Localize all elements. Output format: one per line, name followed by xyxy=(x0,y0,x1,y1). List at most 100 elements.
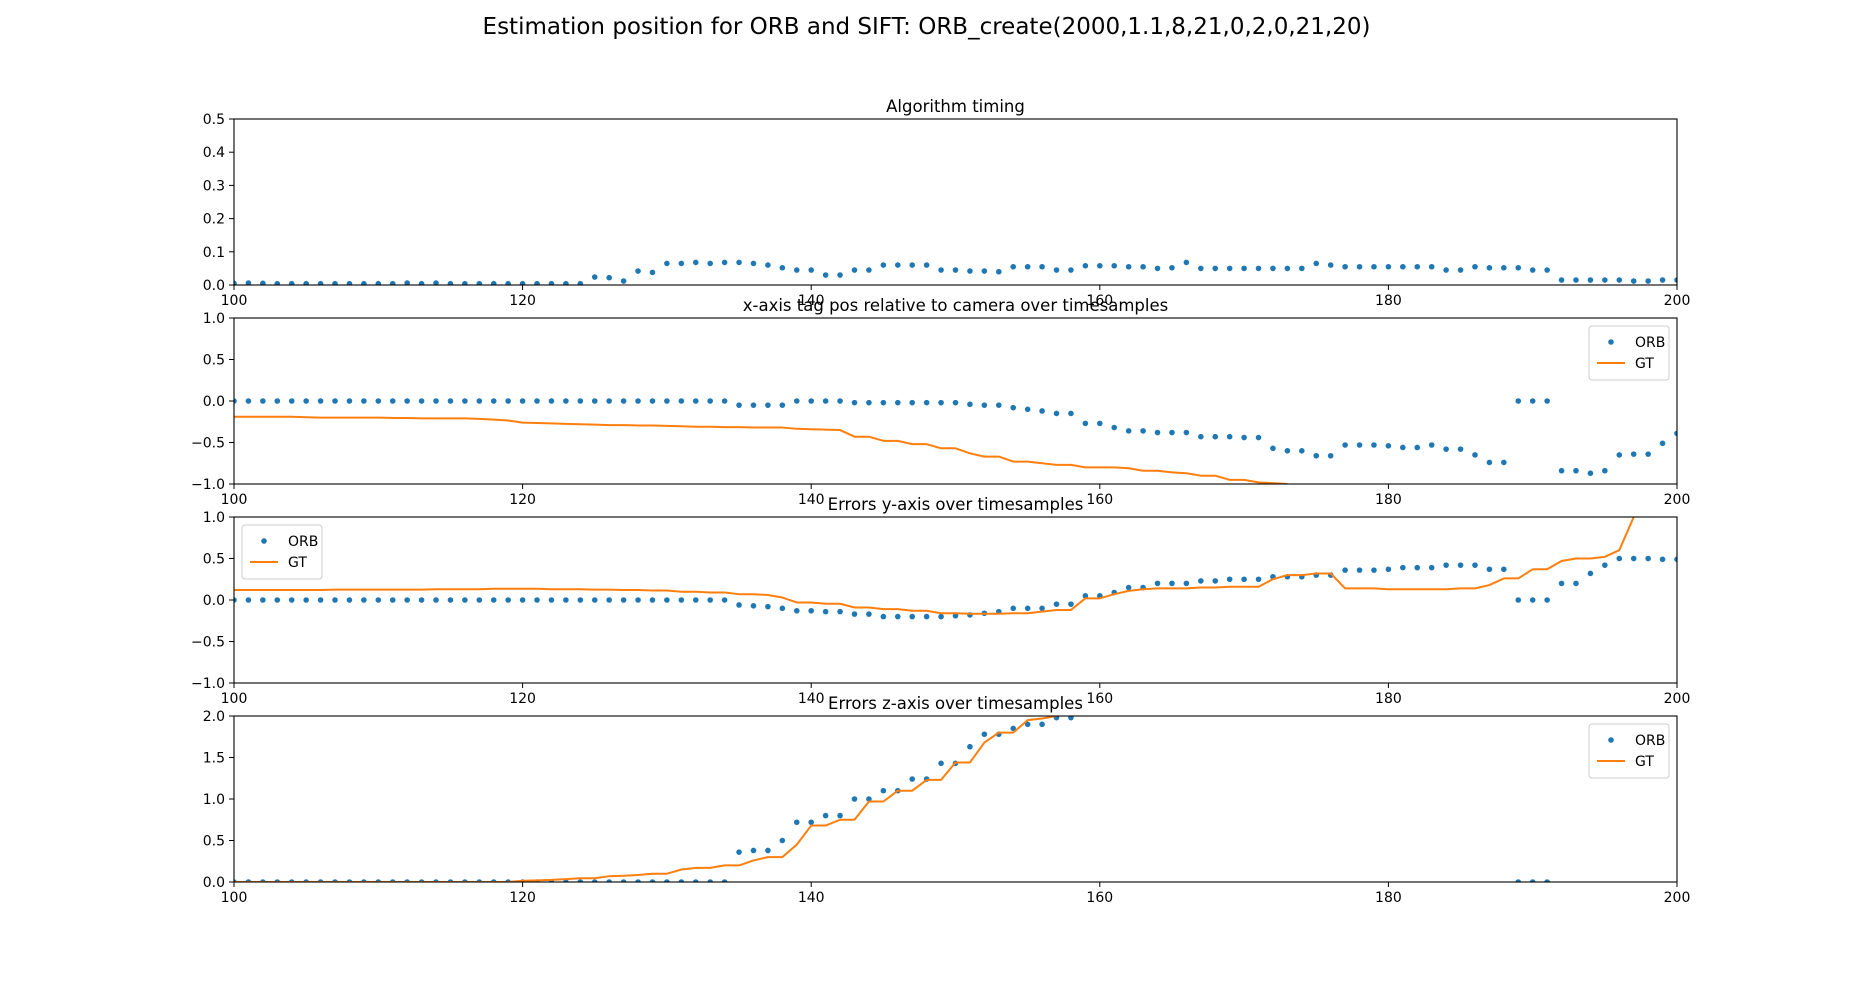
orb-point xyxy=(1255,576,1262,583)
series-point xyxy=(1125,263,1132,270)
series-point xyxy=(1414,263,1421,270)
series-point xyxy=(692,259,699,266)
orb-point xyxy=(1486,566,1493,573)
series-point xyxy=(1616,277,1623,283)
x-tick-label: 200 xyxy=(1664,293,1691,309)
series-point xyxy=(346,280,353,285)
orb-point xyxy=(1587,570,1594,577)
orb-point xyxy=(274,398,281,404)
legend-box xyxy=(1588,723,1670,779)
series-point xyxy=(1544,267,1550,273)
orb-point xyxy=(1241,434,1247,441)
orb-point xyxy=(1544,597,1550,603)
orb-point xyxy=(736,849,742,855)
orb-point xyxy=(938,399,944,406)
orb-point xyxy=(793,398,800,404)
orb-point xyxy=(952,612,959,619)
legend: ORB GT xyxy=(241,524,323,580)
orb-point xyxy=(317,597,324,603)
series-point xyxy=(1183,259,1190,266)
series-point xyxy=(234,280,237,285)
orb-point xyxy=(866,399,872,406)
x-tick-label: 120 xyxy=(509,890,536,906)
series-point xyxy=(635,268,641,274)
orb-point xyxy=(548,398,555,404)
series-point xyxy=(923,262,930,268)
orb-point xyxy=(591,398,598,404)
orb-point xyxy=(288,597,295,603)
orb-point xyxy=(404,597,410,603)
orb-point xyxy=(1616,452,1623,458)
legend-label: GT xyxy=(1635,754,1654,770)
series-point xyxy=(822,272,829,278)
x-tick-label: 160 xyxy=(1086,492,1113,508)
axes-frame xyxy=(233,118,1678,286)
orb-point xyxy=(822,398,829,404)
series-point xyxy=(490,280,497,285)
orb-point xyxy=(779,402,786,408)
orb-point xyxy=(476,597,483,603)
orb-point xyxy=(389,398,396,404)
x-tick-label: 200 xyxy=(1664,691,1691,707)
orb-point xyxy=(866,611,872,617)
orb-point xyxy=(938,613,944,620)
series-point xyxy=(1024,263,1031,270)
orb-point xyxy=(1053,601,1060,607)
orb-point xyxy=(1198,433,1204,440)
orb-point xyxy=(620,398,627,404)
orb-point xyxy=(1299,448,1305,454)
orb-point xyxy=(1659,556,1666,563)
orb-point xyxy=(750,603,757,609)
y-tick-label: −1.0 xyxy=(191,477,225,493)
orb-point xyxy=(476,398,483,404)
gt-line xyxy=(234,716,1057,882)
orb-point xyxy=(750,402,757,408)
orb-point xyxy=(418,398,425,404)
orb-point xyxy=(1241,576,1247,583)
legend-point-marker xyxy=(261,538,267,544)
series-point xyxy=(1169,264,1175,271)
orb-point xyxy=(1068,716,1074,721)
series-point xyxy=(1140,263,1146,270)
orb-point xyxy=(1226,576,1233,583)
orb-point xyxy=(1313,452,1320,459)
orb-point xyxy=(1068,410,1074,417)
orb-point xyxy=(1356,567,1363,573)
x-tick-label: 180 xyxy=(1375,691,1402,707)
orb-point xyxy=(620,879,627,882)
orb-point xyxy=(707,398,713,404)
orb-point xyxy=(1111,424,1118,431)
series-point xyxy=(1602,277,1608,283)
series-point xyxy=(1371,263,1377,270)
x-tick-label: 120 xyxy=(509,492,536,508)
orb-point xyxy=(894,399,901,406)
orb-point xyxy=(1529,398,1536,404)
series-point xyxy=(664,260,670,267)
orb-point xyxy=(577,879,584,882)
orb-point xyxy=(635,879,641,882)
series-point xyxy=(1053,267,1060,273)
gt-line xyxy=(234,415,1288,484)
legend-point-marker xyxy=(1608,339,1614,345)
orb-point xyxy=(1587,470,1594,477)
orb-point xyxy=(1212,578,1219,584)
orb-point xyxy=(1529,597,1536,603)
orb-point xyxy=(620,597,627,603)
series-point xyxy=(1486,264,1493,271)
orb-point xyxy=(1674,556,1677,563)
series-point xyxy=(765,262,771,268)
series-point xyxy=(909,262,916,268)
subplot-4: 100 120 140 160 180 200 0.0 0.5 1.0 1.5 2.0 Errors … xyxy=(203,694,1691,906)
series-point xyxy=(1241,265,1247,272)
series-point xyxy=(1515,264,1522,271)
orb-point xyxy=(765,847,771,854)
orb-point xyxy=(880,613,887,620)
subplot-title: x-axis tag pos relative to camera over t… xyxy=(743,296,1168,315)
x-tick-label: 180 xyxy=(1375,890,1402,906)
orb-point xyxy=(1024,406,1031,413)
x-tick-label: 140 xyxy=(798,492,825,508)
orb-point xyxy=(1558,580,1565,587)
axes-frame xyxy=(233,715,1678,883)
orb-point xyxy=(1053,410,1060,417)
series-point xyxy=(1573,277,1579,283)
